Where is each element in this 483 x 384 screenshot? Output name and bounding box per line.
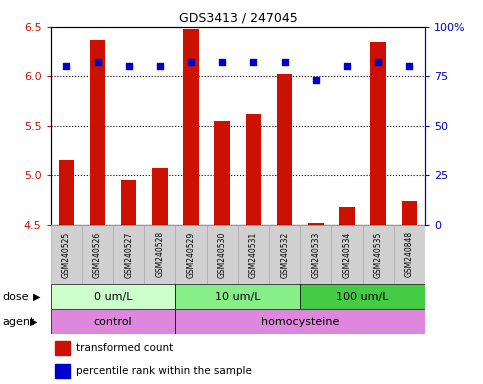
Point	[156, 63, 164, 70]
Text: GSM240528: GSM240528	[156, 231, 164, 278]
Text: GSM240532: GSM240532	[280, 231, 289, 278]
Bar	[175, 284, 300, 309]
Bar	[331, 225, 363, 284]
Point	[281, 60, 288, 66]
Bar	[175, 309, 425, 334]
Text: GSM240526: GSM240526	[93, 231, 102, 278]
Bar	[402, 201, 417, 225]
Bar	[363, 225, 394, 284]
Bar	[113, 225, 144, 284]
Bar	[308, 223, 324, 225]
Text: GSM240529: GSM240529	[186, 231, 196, 278]
Bar	[300, 225, 331, 284]
Bar	[394, 225, 425, 284]
Point	[406, 63, 413, 70]
Point	[94, 60, 101, 66]
Text: GSM240525: GSM240525	[62, 231, 71, 278]
Bar	[90, 40, 105, 225]
Point	[62, 63, 70, 70]
Text: GSM240848: GSM240848	[405, 231, 414, 278]
Text: GSM240534: GSM240534	[342, 231, 352, 278]
Bar	[82, 225, 113, 284]
Bar	[175, 225, 207, 284]
Bar	[269, 225, 300, 284]
Point	[187, 60, 195, 66]
Bar	[121, 180, 137, 225]
Bar	[51, 284, 175, 309]
Bar	[144, 225, 175, 284]
Bar	[51, 309, 175, 334]
Bar	[207, 225, 238, 284]
Bar	[214, 121, 230, 225]
Text: ▶: ▶	[33, 291, 41, 302]
Text: ▶: ▶	[30, 316, 38, 327]
Bar	[55, 341, 70, 355]
Bar	[58, 161, 74, 225]
Text: 0 um/L: 0 um/L	[94, 291, 132, 302]
Text: homocysteine: homocysteine	[261, 316, 340, 327]
Bar	[300, 284, 425, 309]
Point	[343, 63, 351, 70]
Bar	[55, 364, 70, 378]
Bar	[152, 168, 168, 225]
Bar	[183, 29, 199, 225]
Text: percentile rank within the sample: percentile rank within the sample	[76, 366, 252, 376]
Point	[250, 60, 257, 66]
Text: GSM240535: GSM240535	[374, 231, 383, 278]
Bar	[51, 225, 82, 284]
Bar	[277, 74, 293, 225]
Text: GSM240531: GSM240531	[249, 231, 258, 278]
Text: dose: dose	[2, 291, 29, 302]
Bar	[339, 207, 355, 225]
Text: agent: agent	[2, 316, 35, 327]
Point	[218, 60, 226, 66]
Bar	[246, 114, 261, 225]
Text: transformed count: transformed count	[76, 343, 173, 353]
Text: GSM240533: GSM240533	[312, 231, 320, 278]
Title: GDS3413 / 247045: GDS3413 / 247045	[179, 11, 297, 24]
Point	[312, 77, 320, 83]
Bar	[238, 225, 269, 284]
Point	[125, 63, 132, 70]
Text: GSM240530: GSM240530	[218, 231, 227, 278]
Text: control: control	[94, 316, 132, 327]
Point	[374, 60, 382, 66]
Bar	[370, 42, 386, 225]
Text: GSM240527: GSM240527	[124, 231, 133, 278]
Text: 10 um/L: 10 um/L	[215, 291, 261, 302]
Text: 100 um/L: 100 um/L	[336, 291, 389, 302]
